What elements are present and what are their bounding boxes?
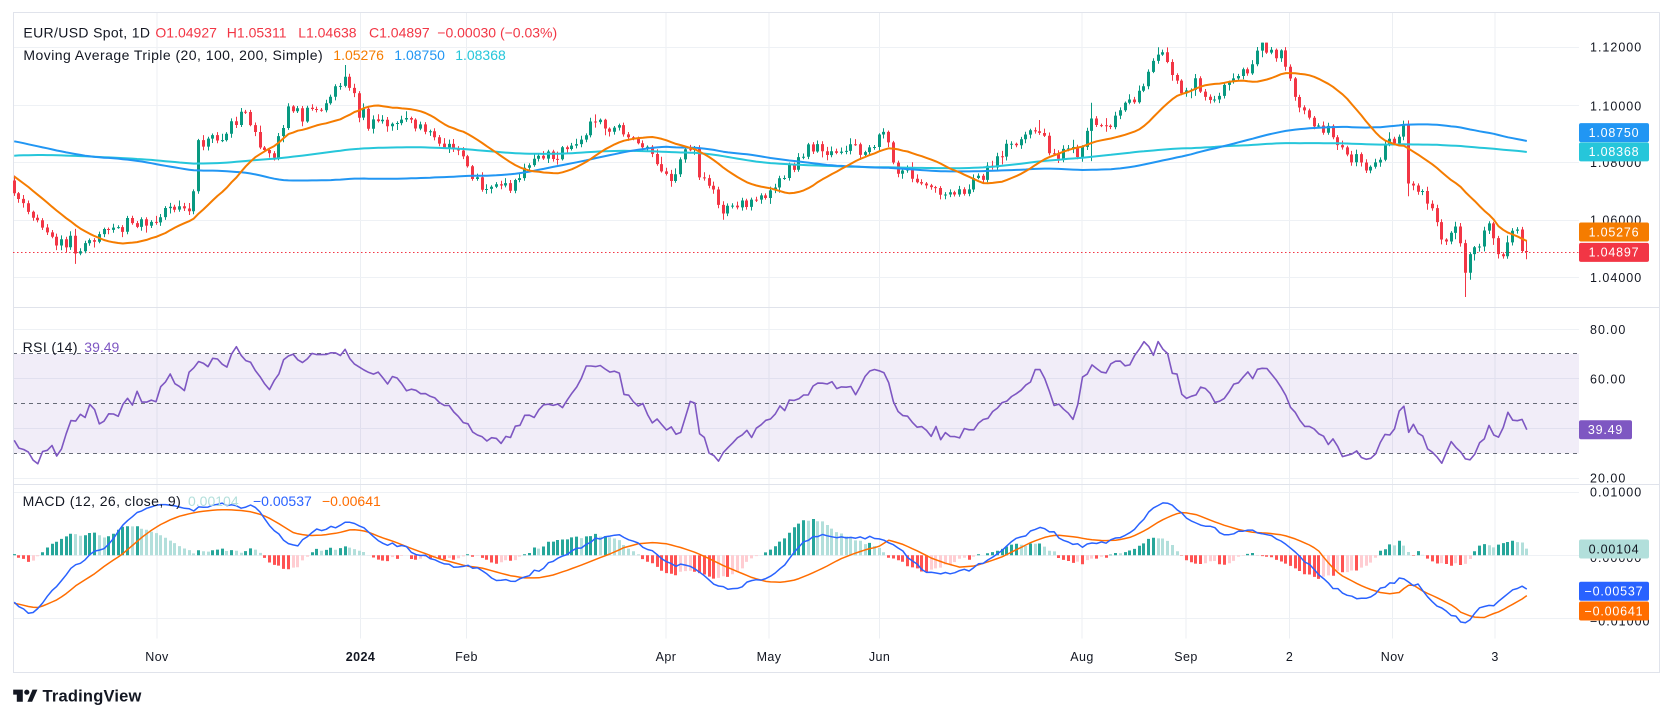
svg-text:1.04000: 1.04000 (1590, 271, 1642, 285)
svg-text:Sep: Sep (1174, 650, 1197, 664)
svg-text:2024: 2024 (346, 650, 375, 664)
svg-text:39.49: 39.49 (1588, 423, 1623, 437)
svg-text:L1.04638: L1.04638 (298, 25, 357, 41)
svg-text:H1.05311: H1.05311 (227, 25, 287, 41)
svg-text:RSI (14): RSI (14) (23, 339, 78, 355)
svg-text:−0.00537: −0.00537 (1585, 585, 1644, 599)
svg-text:Aug: Aug (1070, 650, 1093, 664)
svg-text:−0.00641: −0.00641 (1585, 604, 1644, 618)
svg-text:0.00104: 0.00104 (188, 493, 239, 509)
svg-text:1.10000: 1.10000 (1590, 99, 1642, 113)
svg-text:1.08368: 1.08368 (1589, 145, 1640, 159)
svg-text:May: May (757, 650, 782, 664)
svg-text:0.00104: 0.00104 (1589, 542, 1640, 556)
svg-text:−0.00030 (−0.03%): −0.00030 (−0.03%) (437, 25, 557, 41)
svg-text:1.08750: 1.08750 (1589, 126, 1640, 140)
svg-text:1.05276: 1.05276 (1589, 225, 1640, 239)
svg-text:60.00: 60.00 (1590, 373, 1626, 387)
svg-text:3: 3 (1491, 650, 1498, 664)
svg-text:MACD (12, 26, close, 9): MACD (12, 26, close, 9) (23, 493, 182, 509)
svg-text:O1.04927: O1.04927 (155, 25, 217, 41)
svg-text:TradingView: TradingView (43, 688, 142, 706)
svg-text:1.05276: 1.05276 (333, 47, 384, 63)
svg-text:Jun: Jun (869, 650, 890, 664)
svg-text:−0.00537: −0.00537 (253, 493, 312, 509)
svg-text:C1.04897: C1.04897 (369, 25, 430, 41)
svg-text:Nov: Nov (1381, 650, 1405, 664)
svg-text:EUR/USD Spot, 1D: EUR/USD Spot, 1D (23, 25, 150, 41)
svg-text:Feb: Feb (455, 650, 478, 664)
svg-text:39.49: 39.49 (84, 339, 119, 355)
svg-text:Nov: Nov (145, 650, 169, 664)
svg-text:1.12000: 1.12000 (1590, 41, 1642, 55)
svg-text:1.08368: 1.08368 (455, 47, 506, 63)
svg-text:0.01000: 0.01000 (1590, 486, 1642, 500)
svg-text:Moving Average Triple (20, 100: Moving Average Triple (20, 100, 200, Sim… (23, 47, 323, 63)
svg-text:20.00: 20.00 (1590, 471, 1626, 485)
svg-text:80.00: 80.00 (1590, 323, 1626, 337)
svg-text:2: 2 (1286, 650, 1293, 664)
svg-text:−0.00641: −0.00641 (322, 493, 381, 509)
svg-text:1.08750: 1.08750 (394, 47, 445, 63)
svg-text:1.04897: 1.04897 (1589, 246, 1640, 260)
svg-text:Apr: Apr (656, 650, 677, 664)
